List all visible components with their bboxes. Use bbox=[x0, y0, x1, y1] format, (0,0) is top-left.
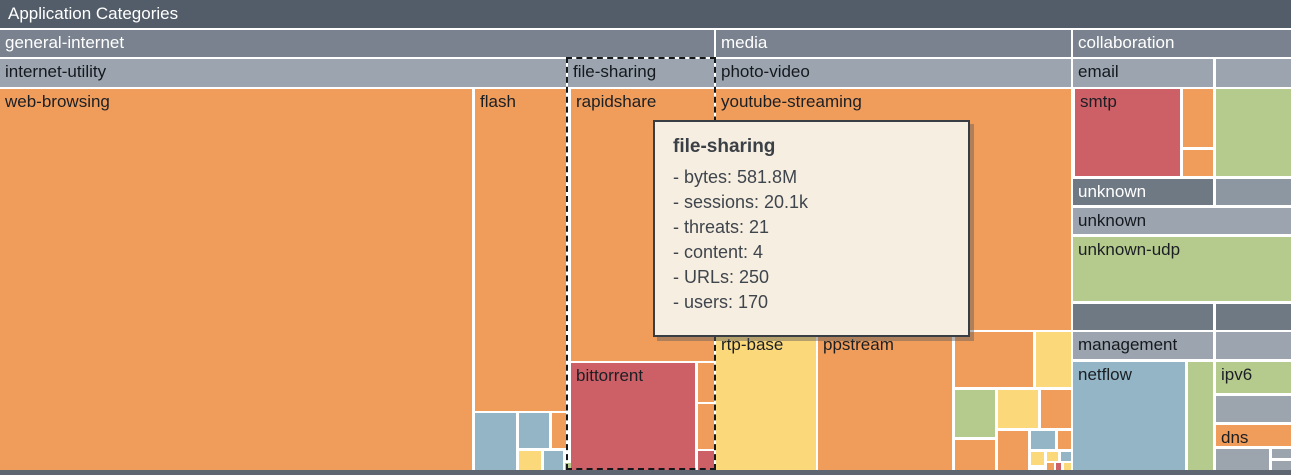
treemap-fragment[interactable] bbox=[1058, 431, 1071, 449]
cell-dns[interactable]: dns bbox=[1216, 425, 1291, 446]
treemap-fragment[interactable] bbox=[544, 451, 563, 470]
treemap-fragment[interactable] bbox=[565, 463, 572, 470]
treemap-title: Application Categories bbox=[0, 0, 1291, 28]
tooltip-line: - content: 4 bbox=[673, 242, 764, 262]
subcategory-header-photo-video[interactable]: photo-video bbox=[716, 59, 1071, 87]
treemap-fragment[interactable] bbox=[1036, 332, 1071, 387]
cell-web-browsing[interactable]: web-browsing bbox=[0, 89, 472, 470]
treemap-fragment[interactable] bbox=[519, 413, 549, 448]
treemap-fragment[interactable] bbox=[955, 390, 995, 437]
cell-smtp[interactable]: smtp bbox=[1075, 89, 1180, 176]
tooltip-line: - threats: 21 bbox=[673, 217, 770, 237]
cell-bittorrent[interactable]: bittorrent bbox=[571, 363, 695, 470]
cell-flash[interactable]: flash bbox=[475, 89, 566, 411]
subcategory-header-email[interactable]: email bbox=[1073, 59, 1213, 87]
treemap-fragment[interactable] bbox=[552, 413, 566, 448]
cell-netflow[interactable]: netflow bbox=[1073, 362, 1185, 470]
category-header-unknown[interactable]: unknown bbox=[1073, 179, 1213, 205]
treemap-fragment[interactable] bbox=[698, 451, 714, 470]
cell-ipv6[interactable]: ipv6 bbox=[1216, 362, 1291, 393]
tooltip-line: - URLs: 250 bbox=[673, 267, 770, 287]
treemap-fragment[interactable] bbox=[1056, 463, 1061, 470]
category-header-media[interactable]: media bbox=[716, 30, 1071, 57]
bottom-category-strip bbox=[0, 470, 1291, 475]
subcategory-header-internet-utility[interactable]: internet-utility bbox=[0, 59, 566, 87]
treemap-fragment[interactable] bbox=[1216, 449, 1269, 470]
treemap-fragment[interactable] bbox=[698, 363, 714, 402]
subcategory-header-management[interactable]: management bbox=[1073, 332, 1213, 359]
treemap-fragment[interactable] bbox=[1031, 431, 1055, 449]
treemap-fragment[interactable] bbox=[1047, 463, 1054, 470]
tooltip-title: file-sharing bbox=[673, 136, 776, 157]
treemap-fragment[interactable] bbox=[475, 413, 516, 470]
cell-ppstream[interactable]: ppstream bbox=[818, 332, 952, 470]
subcategory-header-unknown[interactable]: unknown bbox=[1073, 208, 1291, 234]
treemap-fragment[interactable] bbox=[1216, 89, 1291, 176]
treemap-fragment[interactable] bbox=[698, 404, 714, 449]
treemap-fragment[interactable] bbox=[1064, 463, 1071, 470]
treemap-fragment[interactable] bbox=[955, 332, 1033, 387]
subcategory-header-management-right[interactable] bbox=[1216, 332, 1291, 359]
treemap-fragment[interactable] bbox=[1216, 396, 1291, 422]
category-header-general-internet[interactable]: general-internet bbox=[0, 30, 714, 57]
category-header-management-right[interactable] bbox=[1216, 304, 1291, 330]
treemap-fragment[interactable] bbox=[998, 431, 1028, 470]
treemap-fragment[interactable] bbox=[1041, 390, 1071, 428]
treemap-fragment[interactable] bbox=[1272, 461, 1291, 470]
treemap-fragment[interactable] bbox=[1031, 452, 1044, 465]
treemap-fragment[interactable] bbox=[1272, 449, 1291, 458]
category-header-collaboration[interactable]: collaboration bbox=[1073, 30, 1291, 57]
tooltip-line: - sessions: 20.1k bbox=[673, 192, 809, 212]
tooltip-line: - bytes: 581.8M bbox=[673, 167, 798, 187]
treemap-fragment[interactable] bbox=[955, 440, 995, 470]
treemap-fragment[interactable] bbox=[1061, 452, 1071, 461]
subcategory-header-file-sharing[interactable]: file-sharing bbox=[568, 59, 714, 87]
tooltip-line: - users: 170 bbox=[673, 292, 769, 312]
cell-rtp-base[interactable]: rtp-base bbox=[716, 332, 816, 470]
treemap-fragment[interactable] bbox=[519, 451, 541, 470]
category-header-management[interactable] bbox=[1073, 304, 1213, 330]
tooltip: file-sharing - bytes: 581.8M - sessions: … bbox=[653, 120, 970, 337]
treemap-fragment[interactable] bbox=[1183, 89, 1213, 147]
treemap-fragment[interactable] bbox=[1047, 452, 1058, 461]
treemap-fragment[interactable] bbox=[1183, 150, 1213, 176]
cell-unknown-udp[interactable]: unknown-udp bbox=[1073, 237, 1291, 301]
subcategory-header-collaboration-misc[interactable] bbox=[1216, 59, 1291, 87]
treemap-fragment[interactable] bbox=[1188, 362, 1213, 470]
tooltip-body: - bytes: 581.8M - sessions: 20.1k - threat… bbox=[673, 165, 968, 315]
category-header-unknown-right[interactable] bbox=[1216, 179, 1291, 205]
treemap-fragment[interactable] bbox=[998, 390, 1038, 428]
